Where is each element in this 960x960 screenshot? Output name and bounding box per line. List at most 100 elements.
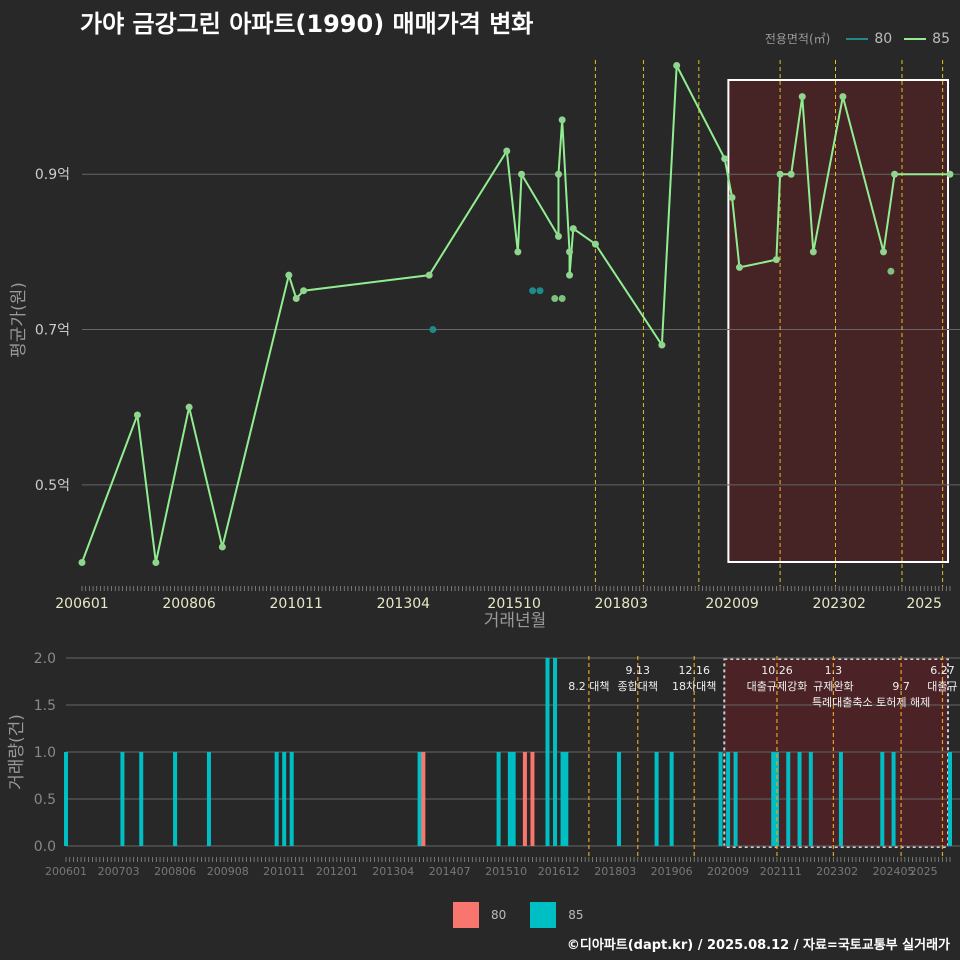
- bar-85: [64, 752, 68, 846]
- policy-annotation: 대출규: [927, 680, 957, 693]
- point-85: [798, 93, 806, 101]
- x-tick-label-bottom: 2025: [910, 865, 938, 878]
- legend-bottom-label-85: 85: [568, 908, 584, 922]
- x-tick-label-bottom: 201407: [429, 865, 471, 878]
- bar-80: [522, 752, 527, 846]
- point-85: [518, 170, 526, 178]
- point-85: [776, 170, 784, 178]
- bar-85: [282, 752, 287, 846]
- legend-swatch-85: [904, 37, 927, 40]
- policy-annotation: 대출규제강화: [747, 680, 808, 693]
- x-tick-label: 200806: [162, 596, 216, 612]
- legend-title: 전용면적(㎡): [764, 32, 831, 46]
- point-85: [591, 240, 599, 248]
- bar-80: [530, 752, 535, 846]
- bar-85: [553, 658, 558, 846]
- bar-85: [669, 752, 674, 846]
- bar-85: [880, 752, 885, 846]
- policy-annotation: 6.27: [930, 664, 955, 677]
- bar-85: [139, 752, 144, 846]
- bar-85: [496, 752, 501, 846]
- legend-bottom-swatch-80: [453, 902, 479, 928]
- highlight-box-top: [727, 79, 950, 563]
- bar-85: [564, 752, 569, 846]
- policy-annotation: 18차대책: [672, 680, 716, 693]
- x-tick-label: 202009: [705, 596, 758, 612]
- y-tick-label: 0.7억: [35, 323, 70, 339]
- y-tick-label: 0.5억: [35, 478, 70, 494]
- highlight-box-bottom: [723, 658, 949, 848]
- point-85: [787, 170, 795, 178]
- x-tick-label: 201011: [270, 596, 323, 612]
- x-tick-label-bottom: 200806: [154, 865, 196, 878]
- legend-bottom-swatch-85: [530, 902, 557, 928]
- bar-85: [616, 752, 621, 846]
- x-tick-label-bottom: 200703: [98, 865, 140, 878]
- x-tick-label-bottom: 202111: [760, 865, 802, 878]
- point-85: [566, 248, 574, 256]
- point-80: [529, 287, 537, 295]
- policy-annotation: 12.16: [678, 664, 710, 677]
- policy-annotation: 특례대출축소 토허제 해제: [812, 695, 930, 709]
- policy-annotation: 9.7: [892, 680, 910, 693]
- y-tick-label: 0.9억: [35, 167, 70, 183]
- bar-85: [654, 752, 659, 846]
- point-85: [292, 294, 300, 302]
- x-tick-label: 202302: [812, 596, 865, 612]
- bar-85: [560, 752, 565, 846]
- point-85: [658, 341, 666, 349]
- bar-80: [421, 752, 426, 846]
- point-85: [839, 93, 847, 101]
- policy-annotation: 8.2 대책: [568, 680, 609, 693]
- bar-85: [726, 752, 731, 846]
- x-tick-label-bottom: 202009: [707, 865, 749, 878]
- legend-item-85: 85: [904, 31, 950, 47]
- point-80: [536, 287, 544, 295]
- bar-85: [545, 658, 550, 846]
- bar-85: [718, 752, 723, 846]
- bar-85: [289, 752, 294, 846]
- legend-bottom-item-85: 85: [530, 902, 584, 928]
- x-axis-title: 거래년월: [484, 611, 547, 631]
- point-85: [152, 558, 160, 566]
- bar-85: [417, 752, 422, 846]
- bar-85: [173, 752, 178, 846]
- legend-item-80: 80: [846, 31, 892, 47]
- point-85: [772, 256, 780, 264]
- point-85: [809, 248, 817, 256]
- point-85: [185, 403, 193, 411]
- y-tick-label-bottom: 0.5: [34, 792, 56, 808]
- bar-85: [786, 752, 791, 846]
- bar-85: [274, 752, 279, 846]
- point-85: [551, 294, 559, 302]
- legend-bottom-label-80: 80: [491, 908, 507, 922]
- y-tick-label-bottom: 2.0: [34, 651, 56, 667]
- x-tick-label: 201304: [377, 596, 431, 612]
- legend-label-80: 80: [874, 30, 893, 47]
- x-tick-label-bottom: 200601: [45, 865, 87, 878]
- point-85: [735, 263, 743, 271]
- bar-85: [733, 752, 738, 846]
- bar-85: [511, 752, 516, 846]
- policy-annotation: 규제완화: [813, 680, 853, 693]
- bar-85: [206, 752, 211, 846]
- policy-annotation: 1.3: [825, 664, 843, 677]
- footer-credit: ©디아파트(dapt.kr) / 2025.08.12 / 자료=국토교통부 실…: [566, 938, 950, 953]
- point-85: [566, 271, 574, 279]
- bar-85: [948, 752, 952, 846]
- policy-annotation: 10.26: [761, 664, 793, 677]
- legend-swatch-80: [846, 37, 869, 40]
- point-85: [78, 558, 86, 566]
- point-85: [425, 271, 433, 279]
- chart-title: 가야 금강그린 아파트(1990) 매매가격 변화: [80, 10, 534, 38]
- policy-annotation: 종합대책: [618, 680, 658, 693]
- point-85: [218, 543, 226, 551]
- point-85: [887, 267, 895, 275]
- y-tick-label-bottom: 1.5: [34, 698, 56, 714]
- x-tick-label: 2025: [906, 596, 942, 612]
- bar-85: [771, 752, 776, 846]
- point-85: [946, 170, 954, 178]
- y-tick-label-bottom: 1.0: [34, 745, 56, 761]
- point-85: [721, 155, 729, 163]
- legend-bottom: 80 85: [453, 902, 598, 928]
